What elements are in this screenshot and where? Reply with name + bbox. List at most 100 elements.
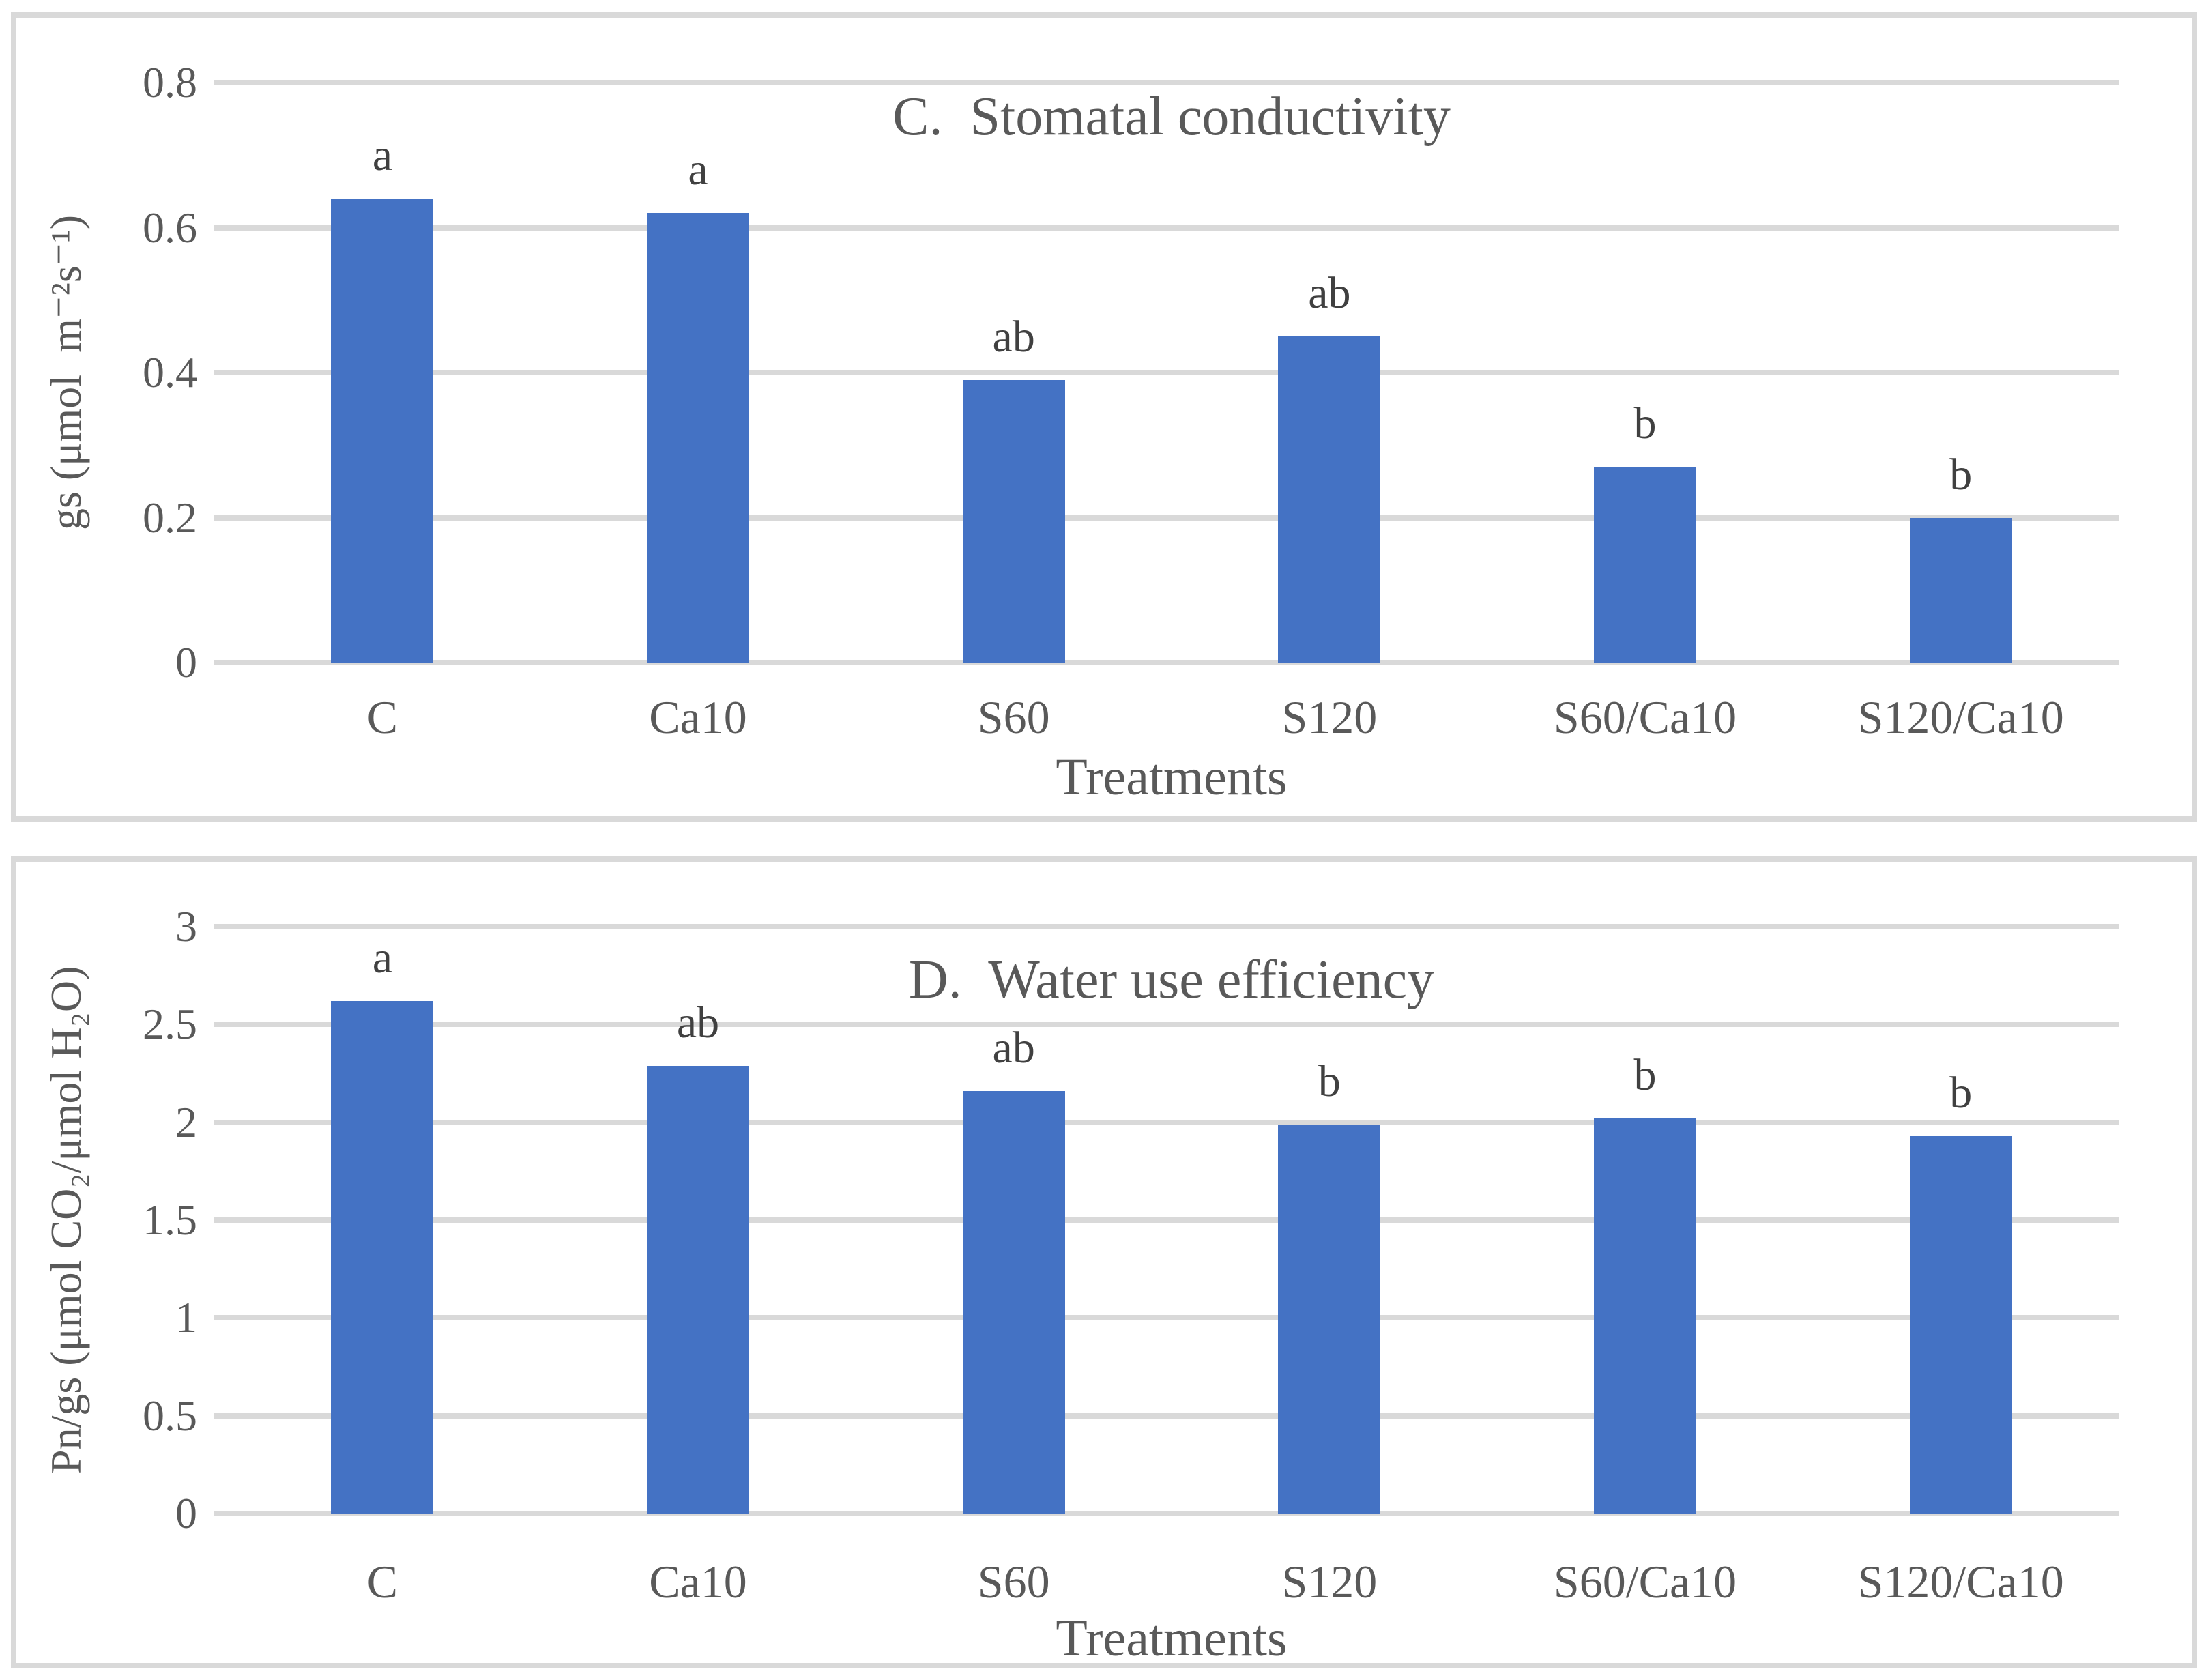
category-label: S120/Ca10 <box>1857 1556 2064 1608</box>
y-tick-label: 1.5 <box>143 1195 197 1244</box>
y-tick-mark <box>214 1413 224 1419</box>
y-tick-label: 3 <box>175 902 197 951</box>
gridline <box>224 1511 2119 1516</box>
gridline <box>224 1022 2119 1028</box>
category-label: S120/Ca10 <box>1857 691 2064 743</box>
bar-S60 <box>962 1090 1065 1514</box>
y-tick-mark <box>214 1217 224 1223</box>
bar-S60/Ca10 <box>1594 1118 1697 1514</box>
y-tick-mark <box>214 1119 224 1125</box>
gridline <box>224 1315 2119 1321</box>
y-tick-label: 0.5 <box>143 1391 197 1440</box>
bar-S120 <box>1278 1124 1381 1514</box>
significance-letter: a <box>688 145 708 195</box>
bar-slot: ab <box>540 927 856 1514</box>
y-axis-tick-labels: 3 2.5 2 1.5 1 0.5 0 <box>16 899 197 1541</box>
y-tick-label: 0.6 <box>143 203 197 252</box>
gridline <box>224 370 2119 375</box>
significance-letter: b <box>1318 1056 1341 1106</box>
gridline <box>224 1413 2119 1419</box>
gridline <box>224 1119 2119 1125</box>
y-tick-mark <box>214 1510 224 1516</box>
plot-area: a ab ab b b b D. Water use efficiency <box>224 924 2119 1516</box>
x-axis-category-labels: C Ca10 S60 S120 S60/Ca10 S120/Ca10 <box>224 690 2119 744</box>
bar-Ca10 <box>647 1065 749 1514</box>
category-label: S120 <box>1281 691 1378 743</box>
significance-letter: ab <box>992 311 1035 362</box>
category-label: Ca10 <box>649 1556 747 1608</box>
bar-series: a ab ab b b b <box>224 927 2119 1514</box>
gridline <box>224 924 2119 929</box>
x-axis-title: Treatments <box>1056 1610 1288 1667</box>
category-label: S60 <box>977 691 1050 743</box>
y-tick-mark <box>214 1022 224 1028</box>
y-tick-label: 0 <box>175 1488 197 1537</box>
gridline <box>224 660 2119 665</box>
category-label: S120 <box>1281 1556 1378 1608</box>
x-axis-title: Treatments <box>1056 749 1288 806</box>
bar-S120/Ca10 <box>1909 517 2012 663</box>
significance-letter: ab <box>992 1022 1035 1073</box>
y-tick-label: 0.8 <box>143 58 197 106</box>
y-tick-label: 1 <box>175 1293 197 1342</box>
significance-letter: b <box>1949 1067 1973 1118</box>
significance-letter: b <box>1633 1049 1657 1100</box>
bar-slot: ab <box>856 83 1172 663</box>
category-label: S60/Ca10 <box>1553 1556 1737 1608</box>
y-tick-mark <box>214 515 224 521</box>
gridline <box>224 515 2119 521</box>
bar-Ca10 <box>647 213 749 663</box>
y-tick-mark <box>214 924 224 929</box>
bar-series: a a ab ab b b <box>224 83 2119 663</box>
y-tick-label: 0 <box>175 638 197 686</box>
bar-slot: b <box>1803 927 2119 1514</box>
category-label: S60 <box>977 1556 1050 1608</box>
significance-letter: b <box>1633 399 1657 449</box>
chart-title: C. Stomatal conductivity <box>892 87 1451 147</box>
gridline <box>224 225 2119 231</box>
gridlines <box>224 80 2119 665</box>
panel-chart-c-stomatal-conductivity: gs (μmol m⁻²s⁻¹) 0.8 0.6 0.4 0.2 0 a a ab ab b b … <box>11 12 2197 822</box>
gridlines <box>224 924 2119 1516</box>
bar-S120/Ca10 <box>1909 1135 2012 1514</box>
significance-letter: a <box>372 932 392 983</box>
significance-letter: a <box>372 130 392 180</box>
bar-slot: b <box>1172 927 1487 1514</box>
significance-letter: ab <box>676 997 720 1047</box>
bar-slot: a <box>224 927 540 1514</box>
bar-slot: b <box>1803 83 2119 663</box>
x-axis-category-labels: C Ca10 S60 S120 S60/Ca10 S120/Ca10 <box>224 1554 2119 1609</box>
y-axis-tick-labels: 0.8 0.6 0.4 0.2 0 <box>16 55 197 690</box>
y-tick-label: 2.5 <box>143 1000 197 1049</box>
y-tick-mark <box>214 660 224 665</box>
bar-S60 <box>962 379 1065 663</box>
bar-slot: a <box>540 83 856 663</box>
bar-slot: a <box>224 83 540 663</box>
gridline <box>224 1217 2119 1223</box>
bar-slot: ab <box>856 927 1172 1514</box>
category-label: C <box>366 1556 398 1608</box>
y-tick-label: 0.4 <box>143 348 197 396</box>
chart-title: D. Water use efficiency <box>908 950 1435 1010</box>
y-tick-mark <box>214 1315 224 1321</box>
bar-C <box>331 199 434 663</box>
y-axis-tick-marks <box>214 80 224 665</box>
y-tick-mark <box>214 370 224 375</box>
y-tick-label: 0.2 <box>143 493 197 542</box>
significance-letter: ab <box>1308 267 1351 318</box>
bar-S120 <box>1278 336 1381 663</box>
significance-letter: b <box>1949 449 1973 499</box>
y-tick-mark <box>214 225 224 231</box>
bar-slot: ab <box>1172 83 1487 663</box>
gridline <box>224 80 2119 85</box>
y-axis-tick-marks <box>214 924 224 1516</box>
bar-C <box>331 1000 434 1514</box>
category-label: S60/Ca10 <box>1553 691 1737 743</box>
plot-area: a a ab ab b b C. Stomatal conductivity <box>224 80 2119 665</box>
bar-slot: b <box>1487 83 1803 663</box>
bar-S60/Ca10 <box>1594 467 1697 663</box>
y-tick-mark <box>214 80 224 85</box>
bar-slot: b <box>1487 927 1803 1514</box>
category-label: Ca10 <box>649 691 747 743</box>
